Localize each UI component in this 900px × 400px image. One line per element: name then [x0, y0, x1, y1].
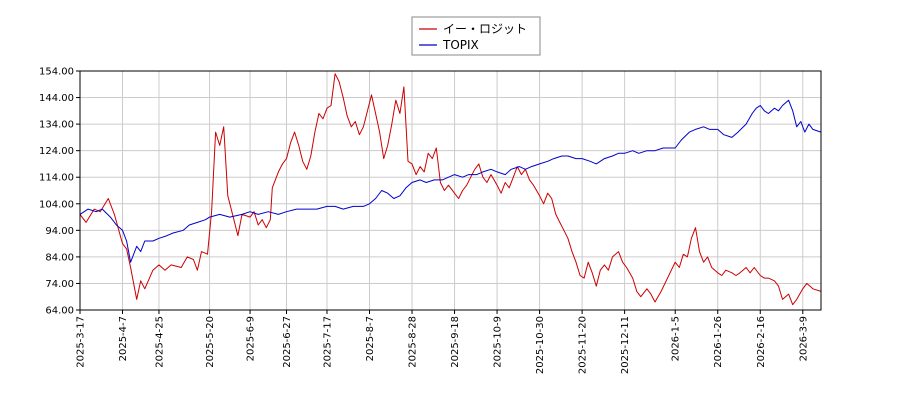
grid-lines	[79, 70, 821, 311]
legend-label-series-1: TOPIX	[442, 38, 479, 52]
y-tick-label: 124.00	[39, 146, 74, 157]
legend: イー・ロジット TOPIX	[411, 16, 541, 56]
plot-frame	[79, 70, 822, 311]
series-line-1	[79, 99, 822, 263]
x-tick-label: 2025-5-20	[205, 316, 216, 368]
y-tick-label: 144.00	[39, 93, 74, 104]
x-tick-label: 2025-12-11	[620, 316, 631, 374]
x-axis: 2025-3-17 2025-4-7 2025-4-25 2025-5-20 2025-…	[76, 310, 809, 374]
y-tick-label: 134.00	[39, 120, 74, 131]
x-tick-label: 2025-4-25	[154, 316, 165, 368]
x-tick-label: 2025-7-17	[323, 316, 334, 368]
x-tick-label: 2025-8-7	[365, 316, 376, 361]
x-tick-label: 2025-11-20	[578, 316, 589, 374]
legend-box	[411, 16, 541, 56]
legend-label-series-0: イー・ロジット	[443, 22, 527, 36]
y-tick-label: 104.00	[39, 199, 74, 210]
y-tick-label: 94.00	[45, 226, 74, 237]
y-tick-label: 64.00	[45, 306, 74, 317]
plot-background	[80, 71, 821, 310]
x-tick-label: 2026-2-16	[756, 316, 767, 368]
series-line-0	[79, 73, 822, 306]
x-tick-label: 2026-1-5	[671, 316, 682, 361]
x-tick-label: 2026-3-9	[798, 316, 809, 361]
y-axis: 64.00 74.00 84.00 94.00 104.00 114.00 124.00 13…	[39, 67, 80, 317]
x-tick-label: 2025-3-17	[76, 316, 87, 368]
x-tick-label: 2025-6-9	[246, 316, 257, 361]
x-tick-label: 2025-4-7	[118, 316, 129, 361]
x-tick-label: 2025-9-18	[450, 316, 461, 368]
x-tick-label: 2025-8-28	[408, 316, 419, 368]
x-tick-label: 2025-6-27	[282, 316, 293, 368]
x-tick-label: 2025-10-9	[493, 316, 504, 368]
x-tick-label: 2026-1-26	[713, 316, 724, 368]
series-lines	[79, 73, 822, 306]
x-tick-label: 2025-10-30	[535, 316, 546, 374]
y-tick-label: 74.00	[45, 279, 74, 290]
y-tick-label: 154.00	[39, 67, 74, 78]
y-tick-label: 84.00	[45, 252, 74, 263]
y-tick-label: 114.00	[39, 173, 74, 184]
